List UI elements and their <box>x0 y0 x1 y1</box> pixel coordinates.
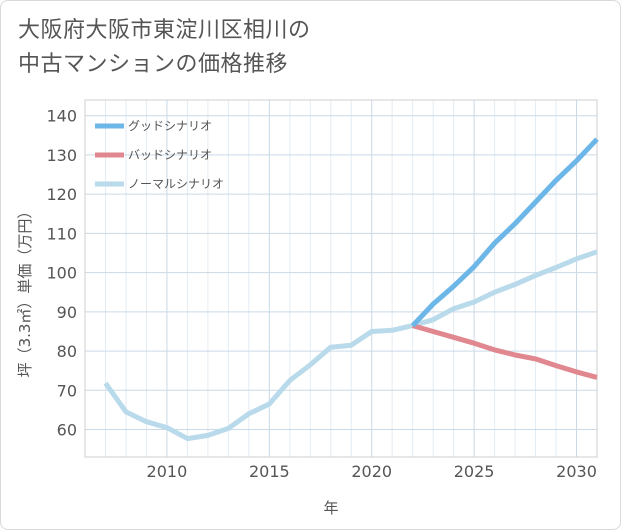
y-tick-label: 70 <box>57 381 77 400</box>
series-line-normal <box>103 249 598 442</box>
plot-border <box>84 99 598 458</box>
y-tick-label: 120 <box>46 185 77 204</box>
series-line-bad <box>412 323 598 380</box>
x-tick-label: 2025 <box>454 462 495 481</box>
y-tick-label: 110 <box>46 224 77 243</box>
y-tick-label: 130 <box>46 146 77 165</box>
x-axis-label: 年 <box>323 499 338 517</box>
series-layer <box>103 137 599 442</box>
y-tick-label: 140 <box>46 107 77 126</box>
x-tick-label: 2015 <box>249 462 290 481</box>
grid <box>84 100 598 457</box>
x-tick-label: 2030 <box>556 462 597 481</box>
y-tick-label: 100 <box>46 264 77 283</box>
title-line-2: 中古マンションの価格推移 <box>18 52 289 77</box>
plot-area <box>85 100 597 457</box>
legend-label: ノーマルシナリオ <box>128 177 224 191</box>
y-tick-label: 80 <box>57 342 77 361</box>
tick-labels: 60 70 80 90 100 110 120 130 140 2010 2015 2020 2025 2… <box>46 107 596 481</box>
x-tick-label: 2020 <box>351 462 392 481</box>
series-line-good <box>410 137 599 328</box>
x-tick-label: 2010 <box>147 462 188 481</box>
y-axis-label: 坪（3.3㎡）単価（万円） <box>16 204 34 378</box>
legend-label: グッドシナリオ <box>128 119 212 133</box>
legend-label: バッドシナリオ <box>128 148 212 162</box>
title-line-1: 大阪府大阪市東淀川区相川の <box>18 18 311 43</box>
chart-title: 大阪府大阪市東淀川区相川の 中古マンションの価格推移 <box>18 14 311 82</box>
y-tick-label: 60 <box>57 421 77 440</box>
y-tick-label: 90 <box>57 303 77 322</box>
